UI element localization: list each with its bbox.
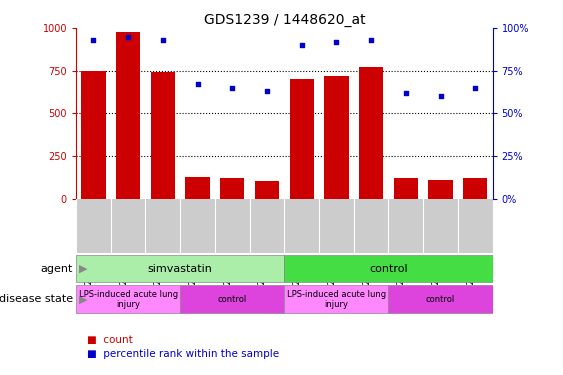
Bar xyxy=(428,180,453,199)
Text: LPS-induced acute lung
injury: LPS-induced acute lung injury xyxy=(78,290,178,309)
Text: LPS-induced acute lung
injury: LPS-induced acute lung injury xyxy=(287,290,386,309)
Point xyxy=(332,39,341,45)
Point xyxy=(367,37,376,43)
Bar xyxy=(76,255,284,282)
Bar xyxy=(284,285,388,313)
Point xyxy=(227,85,237,91)
Point xyxy=(193,81,202,87)
Point xyxy=(297,42,306,48)
Bar xyxy=(81,71,105,199)
Bar xyxy=(180,285,284,313)
Point xyxy=(401,90,410,96)
Text: disease state: disease state xyxy=(0,294,73,304)
Point xyxy=(262,88,271,94)
Point xyxy=(158,37,167,43)
Text: ▶: ▶ xyxy=(79,264,87,273)
Bar xyxy=(289,80,314,199)
Text: simvastatin: simvastatin xyxy=(148,264,213,273)
Text: control: control xyxy=(218,295,247,304)
Bar xyxy=(185,177,209,199)
Text: agent: agent xyxy=(41,264,73,273)
Bar xyxy=(76,285,180,313)
Bar xyxy=(220,178,244,199)
Text: control: control xyxy=(369,264,408,273)
Point xyxy=(471,85,480,91)
Point xyxy=(89,37,98,43)
Text: control: control xyxy=(426,295,455,304)
Text: ■  percentile rank within the sample: ■ percentile rank within the sample xyxy=(87,349,279,358)
Title: GDS1239 / 1448620_at: GDS1239 / 1448620_at xyxy=(203,13,365,27)
Bar xyxy=(116,32,140,199)
Bar xyxy=(359,68,383,199)
Text: ■  count: ■ count xyxy=(87,335,133,345)
Bar xyxy=(255,181,279,199)
Bar xyxy=(324,76,348,199)
Bar xyxy=(463,178,488,199)
Bar xyxy=(388,285,493,313)
Bar xyxy=(284,255,493,282)
Bar xyxy=(151,72,175,199)
Point xyxy=(124,34,133,40)
Text: ▶: ▶ xyxy=(79,294,87,304)
Bar xyxy=(394,178,418,199)
Point xyxy=(436,93,445,99)
